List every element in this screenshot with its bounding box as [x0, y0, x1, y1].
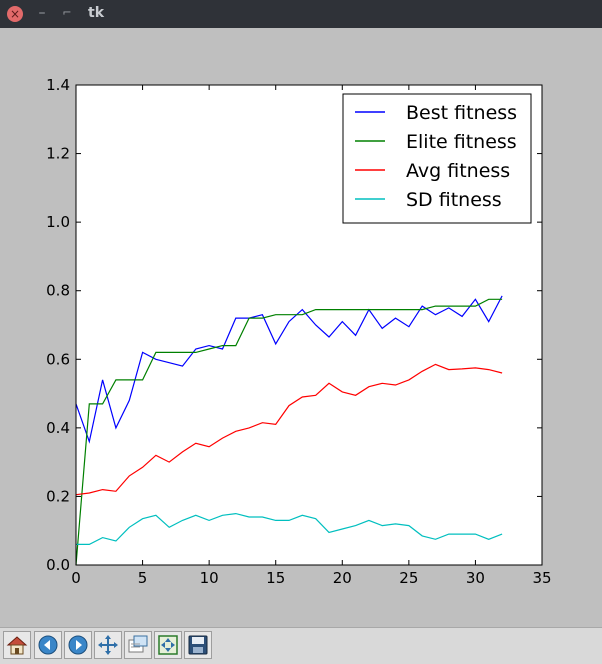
x-tick-label: 35	[532, 569, 551, 587]
pan-button[interactable]	[94, 631, 122, 659]
x-tick-label: 20	[333, 569, 352, 587]
y-tick-label: 0.2	[46, 487, 70, 505]
y-tick-label: 0.0	[46, 556, 70, 574]
legend-label: Avg fitness	[406, 160, 510, 182]
x-tick-label: 5	[138, 569, 148, 587]
arrow-right-icon	[68, 635, 88, 655]
x-tick-label: 25	[399, 569, 418, 587]
y-tick-label: 1.0	[46, 213, 70, 231]
zoom-button[interactable]	[124, 631, 152, 659]
home-icon	[6, 636, 28, 655]
y-tick-label: 0.6	[46, 350, 70, 368]
maximize-icon[interactable]: ⌐	[62, 6, 72, 19]
arrow-left-icon	[38, 635, 58, 655]
title-bar: × – ⌐ tk	[0, 0, 602, 28]
forward-button[interactable]	[64, 631, 92, 659]
navigation-toolbar	[0, 627, 602, 664]
close-icon[interactable]: ×	[7, 6, 23, 22]
y-tick-label: 0.4	[46, 419, 70, 437]
move-icon	[98, 635, 118, 655]
legend-box	[342, 93, 532, 224]
configure-subplots-button[interactable]	[154, 631, 182, 659]
x-tick-label: 15	[266, 569, 285, 587]
legend-label: Best fitness	[406, 102, 517, 124]
save-button[interactable]	[184, 631, 212, 659]
series-line-3	[75, 363, 503, 496]
y-tick-label: 1.4	[46, 76, 70, 94]
home-button[interactable]	[3, 631, 31, 659]
y-tick-label: 0.8	[46, 282, 70, 300]
subplots-icon	[158, 635, 178, 655]
floppy-icon	[188, 635, 208, 655]
window-title: tk	[88, 5, 105, 21]
x-tick-label: 10	[200, 569, 219, 587]
axes-frame	[75, 84, 543, 566]
x-tick-label: 30	[466, 569, 485, 587]
x-tick-label: 0	[71, 569, 81, 587]
back-button[interactable]	[34, 631, 62, 659]
figure-canvas[interactable]: 0 5 10 15 20 25 30 35 0.0 0.2 0.4 0.6 0.8 1.0 1.2 1.4 Be…	[0, 28, 602, 627]
series-line-2	[75, 298, 503, 566]
line-chart: 0 5 10 15 20 25 30 35 0.0 0.2 0.4 0.6 0.8 1.0 1.2 1.4 Be…	[46, 76, 551, 587]
zoom-rect-icon	[128, 635, 148, 653]
series-line-4	[76, 512, 503, 546]
series-line-1	[75, 295, 503, 444]
legend-label: SD fitness	[406, 189, 502, 211]
minimize-icon[interactable]: –	[38, 5, 46, 21]
y-tick-label: 1.2	[46, 145, 70, 163]
legend-label: Elite fitness	[406, 131, 517, 153]
